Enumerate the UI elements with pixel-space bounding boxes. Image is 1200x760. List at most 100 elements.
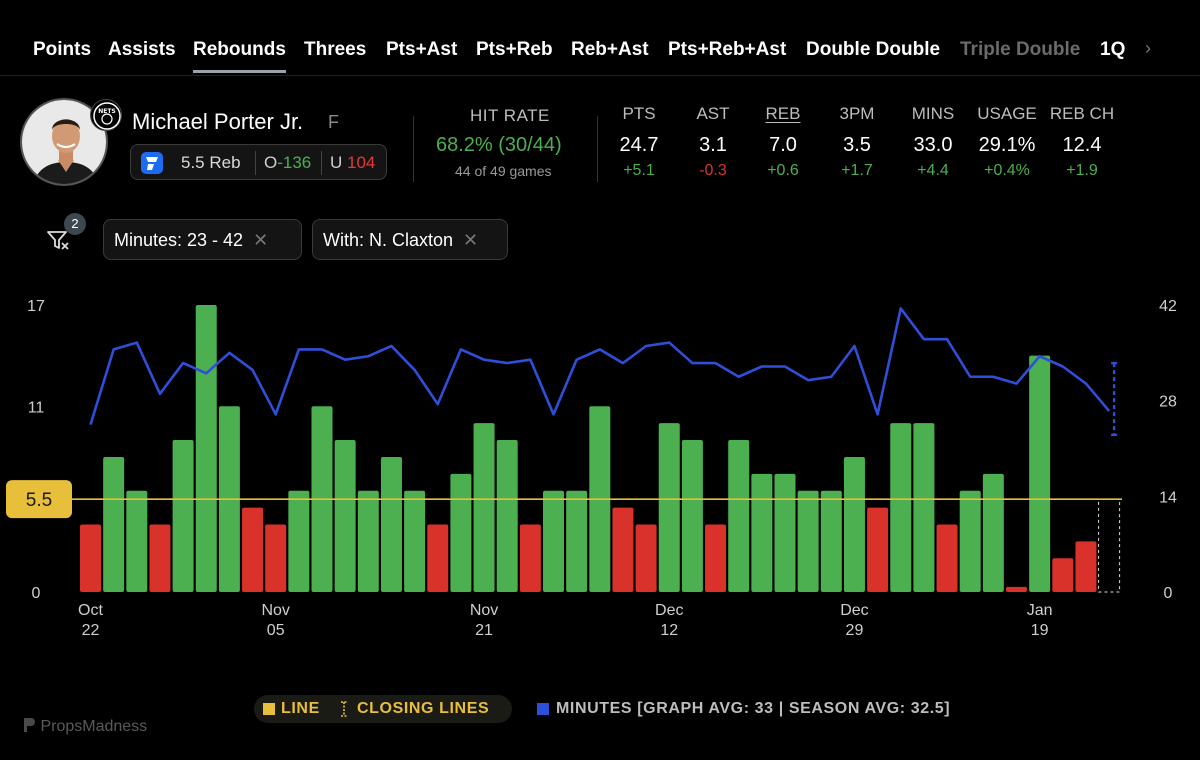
rebounds-bar bbox=[519, 524, 541, 592]
player-position: F bbox=[328, 112, 339, 132]
rebounds-bar bbox=[149, 524, 171, 592]
stat-label: REB CH bbox=[1049, 104, 1115, 123]
team-logo-icon: NETS bbox=[90, 99, 122, 131]
x-axis-label-month: Dec bbox=[840, 602, 868, 619]
filter-chip-label: With: N. Claxton bbox=[323, 230, 454, 250]
rebounds-bar bbox=[473, 423, 495, 592]
over-odds[interactable]: O-136 bbox=[264, 153, 311, 173]
stat-label: REB bbox=[765, 104, 801, 123]
x-axis-label-day: 21 bbox=[475, 622, 493, 639]
tab-double-double[interactable]: Double Double bbox=[806, 39, 941, 60]
y-axis-right-tick: 42 bbox=[1159, 298, 1177, 315]
stat-label: USAGE bbox=[977, 104, 1037, 123]
stat-delta: +1.9 bbox=[1066, 162, 1098, 179]
stat-value: 7.0 bbox=[769, 134, 797, 156]
closing-line-icon bbox=[339, 700, 349, 718]
tab-triple-double[interactable]: Triple Double bbox=[960, 39, 1081, 60]
x-axis-label-month: Jan bbox=[1027, 602, 1053, 619]
tab-pts-reb[interactable]: Pts+Reb bbox=[476, 39, 553, 60]
stat-delta: +0.6 bbox=[767, 162, 799, 179]
tab-1q[interactable]: 1Q bbox=[1100, 39, 1126, 60]
stat-value: 33.0 bbox=[913, 134, 953, 156]
rebounds-bar bbox=[867, 507, 889, 592]
stat-delta: +0.4% bbox=[984, 162, 1030, 179]
legend-line-toggle[interactable] bbox=[254, 695, 512, 723]
stat-label: PTS bbox=[622, 104, 656, 123]
rebounds-chart: 17 11 0 42 28 14 0 5.5 Oct 22 Nov 05 Nov 21 Dec 12 Dec 29… bbox=[6, 298, 1177, 639]
stat-reb[interactable]: REB 7.0 +0.6 bbox=[741, 104, 825, 180]
upcoming-game-bar bbox=[1098, 498, 1121, 593]
sportsbook-icon bbox=[141, 152, 163, 174]
x-axis-label-month: Nov bbox=[261, 602, 289, 619]
rebounds-bar bbox=[959, 490, 981, 592]
rebounds-bar bbox=[242, 507, 264, 592]
tab-threes[interactable]: Threes bbox=[304, 39, 367, 60]
prop-line-badge bbox=[6, 480, 72, 519]
stat-value: 12.4 bbox=[1062, 134, 1102, 156]
x-axis-label-month: Dec bbox=[655, 602, 683, 619]
rebounds-bar bbox=[913, 423, 935, 592]
filter-count-badge: 2 bbox=[64, 213, 86, 235]
stat-tabs: Points Assists Rebounds Threes Pts+Ast P… bbox=[0, 0, 1200, 76]
prop-line-badge-text: 5.5 bbox=[26, 490, 52, 511]
tab-points[interactable]: Points bbox=[33, 39, 92, 60]
tabs-scroll-right-button[interactable]: › bbox=[1128, 38, 1168, 66]
y-axis-left-tick: 11 bbox=[28, 399, 45, 416]
minutes-legend-swatch bbox=[537, 703, 549, 715]
stat-usage: USAGE 29.1% +0.4% bbox=[965, 104, 1049, 180]
hit-rate-label: HIT RATE bbox=[470, 106, 550, 125]
rebounds-bar bbox=[982, 473, 1004, 592]
rebounds-bar bbox=[265, 524, 287, 592]
watermark: PropsMadness bbox=[22, 717, 147, 736]
rebounds-bar bbox=[496, 440, 518, 592]
rebounds-bar bbox=[658, 423, 680, 592]
stat-value: 24.7 bbox=[619, 134, 659, 156]
rebounds-bar bbox=[543, 490, 564, 592]
stat-delta: +1.7 bbox=[841, 162, 873, 179]
under-odds-value: 104 bbox=[347, 153, 376, 172]
stat-mins: MINS 33.0 +4.4 bbox=[891, 104, 975, 180]
chevron-right-icon: › bbox=[1145, 38, 1151, 58]
legend-closing-lines-label[interactable]: CLOSING LINES bbox=[357, 700, 490, 717]
stat-pts: PTS 24.7 +5.1 bbox=[597, 104, 681, 180]
filter-chip-teammate[interactable]: With: N. Claxton ✕ bbox=[312, 219, 508, 260]
y-axis-right-tick: 0 bbox=[1164, 585, 1173, 602]
rebounds-bar bbox=[612, 507, 634, 592]
x-axis-label-day: 22 bbox=[82, 622, 100, 639]
rebounds-bar bbox=[890, 423, 912, 592]
chip-divider bbox=[255, 151, 256, 175]
close-icon[interactable]: ✕ bbox=[253, 230, 269, 250]
y-axis-left-tick: 0 bbox=[32, 585, 41, 602]
tab-pts-ast[interactable]: Pts+Ast bbox=[386, 39, 458, 60]
stat-value: 3.1 bbox=[699, 134, 727, 156]
filter-chip-minutes[interactable]: Minutes: 23 - 42 ✕ bbox=[103, 219, 302, 260]
rebounds-bar bbox=[450, 473, 472, 592]
player-name[interactable]: Michael Porter Jr. bbox=[132, 109, 304, 134]
filter-icon[interactable] bbox=[46, 228, 72, 252]
rebounds-bar bbox=[404, 490, 426, 592]
stat-delta: +5.1 bbox=[623, 162, 655, 179]
brand-logo-icon bbox=[24, 718, 35, 732]
stat-delta: -0.3 bbox=[699, 162, 727, 179]
x-axis-label-month: Nov bbox=[470, 602, 498, 619]
legend-minutes-label[interactable]: MINUTES [GRAPH AVG: 33 | SEASON AVG: 32.… bbox=[556, 700, 951, 717]
line-legend-swatch bbox=[263, 703, 275, 715]
x-axis-label-day: 19 bbox=[1031, 622, 1049, 639]
tab-rebounds[interactable]: Rebounds bbox=[193, 39, 286, 73]
tab-assists[interactable]: Assists bbox=[108, 39, 176, 60]
chip-divider bbox=[321, 151, 322, 175]
team-logo-text: NETS bbox=[98, 108, 116, 115]
hit-rate-games: 44 of 49 games bbox=[455, 163, 552, 179]
rebounds-bar bbox=[843, 456, 865, 592]
under-odds[interactable]: U 104 bbox=[330, 153, 375, 173]
prop-line-value: 5.5 Reb bbox=[181, 153, 241, 172]
rebounds-bar bbox=[1075, 541, 1097, 592]
rebounds-bar bbox=[334, 440, 356, 592]
tab-reb-ast[interactable]: Reb+Ast bbox=[571, 39, 649, 60]
stat-ast: AST 3.1 -0.3 bbox=[671, 104, 755, 180]
prop-line-chip[interactable]: 5.5 Reb O-136 U 104 bbox=[130, 144, 387, 180]
close-icon[interactable]: ✕ bbox=[463, 230, 479, 250]
tab-pts-reb-ast[interactable]: Pts+Reb+Ast bbox=[668, 39, 787, 60]
x-axis-label-day: 05 bbox=[267, 622, 285, 639]
rebounds-bar bbox=[1052, 558, 1074, 592]
